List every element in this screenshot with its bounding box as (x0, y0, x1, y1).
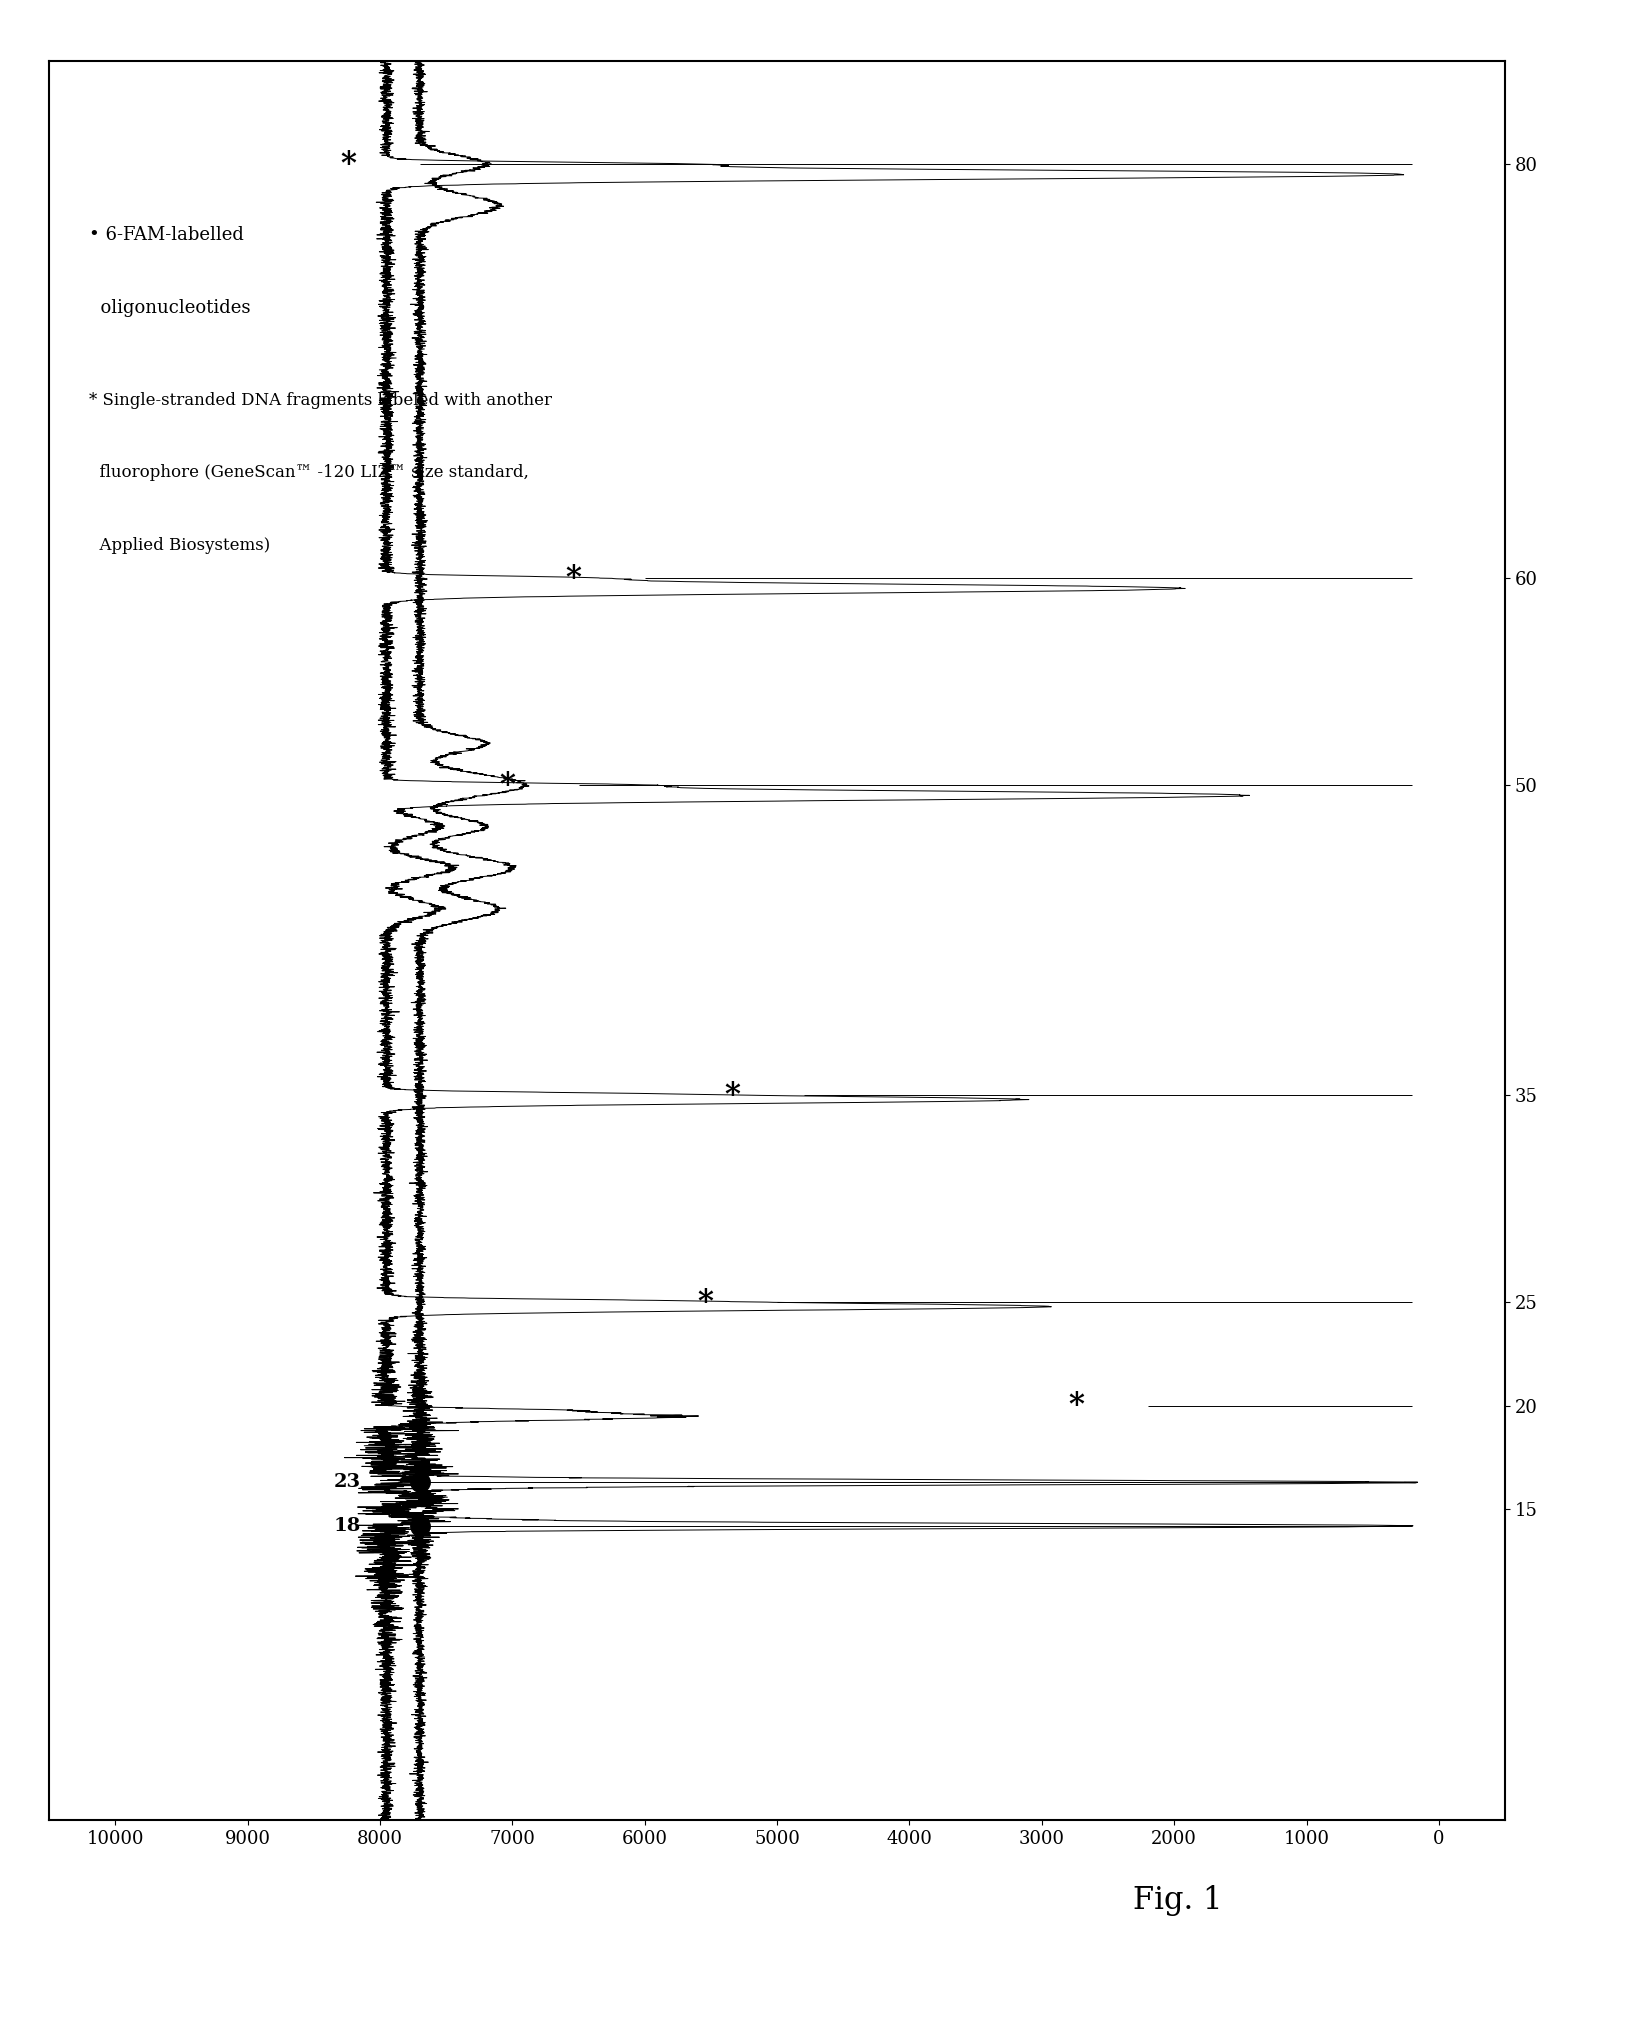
Text: 23: 23 (334, 1474, 362, 1492)
Text: *: * (725, 1080, 739, 1110)
Text: • 6-FAM-labelled: • 6-FAM-labelled (88, 226, 244, 245)
Text: *: * (1068, 1391, 1085, 1421)
Text: *: * (697, 1286, 713, 1318)
Text: * Single-stranded DNA fragments labeled with another: * Single-stranded DNA fragments labeled … (88, 392, 551, 408)
Text: *: * (340, 150, 357, 180)
Text: 18: 18 (334, 1516, 362, 1535)
Text: fluorophore (GeneScan™ -120 LIZ™ size standard,: fluorophore (GeneScan™ -120 LIZ™ size st… (88, 465, 528, 481)
Text: oligonucleotides: oligonucleotides (88, 299, 250, 317)
Text: *: * (566, 562, 581, 594)
Text: Fig. 1: Fig. 1 (1134, 1885, 1222, 1917)
Text: Applied Biosystems): Applied Biosystems) (88, 536, 270, 554)
Text: *: * (499, 770, 515, 801)
